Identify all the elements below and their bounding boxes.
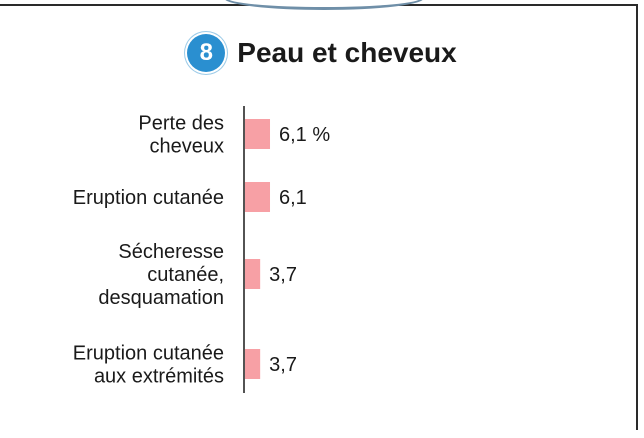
- section-number-badge: 8: [187, 34, 226, 72]
- category-label-2-line-0: Sécheresse: [118, 241, 224, 263]
- category-label-0-line-0: Perte des: [138, 113, 224, 135]
- bar-3: [245, 349, 261, 379]
- value-label-2: 3,7: [269, 264, 297, 286]
- chart-title: Peau et cheveux: [237, 37, 457, 68]
- category-label-3-line-1: aux extrémités: [94, 366, 224, 388]
- category-label-2-line-1: cutanée,: [147, 264, 224, 286]
- category-label-1-line-0: Eruption cutanée: [73, 187, 224, 209]
- value-label-0: 6,1 %: [279, 124, 330, 146]
- category-label-3-line-0: Eruption cutanée: [73, 343, 224, 365]
- category-label-2-line-2: desquamation: [98, 287, 224, 309]
- chart-header: 8 Peau et cheveux: [0, 34, 644, 72]
- bar-1: [245, 182, 271, 212]
- value-label-1: 6,1: [279, 187, 307, 209]
- bar-0: [245, 119, 271, 149]
- bar-2: [245, 259, 261, 289]
- value-label-3: 3,7: [269, 354, 297, 376]
- category-label-0-line-1: cheveux: [150, 136, 225, 158]
